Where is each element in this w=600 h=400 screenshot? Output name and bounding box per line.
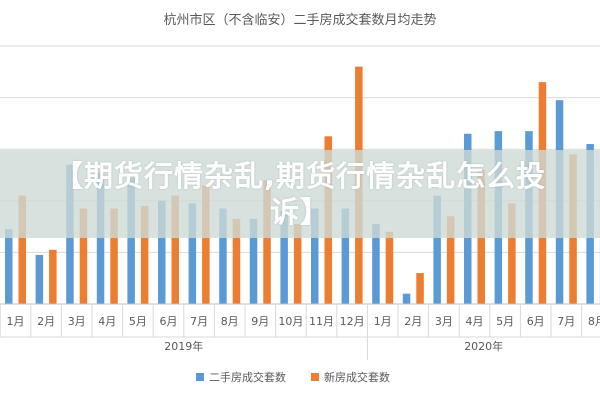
bar-second-hand-1 <box>5 229 13 304</box>
x-tick-label: 8月 <box>221 315 239 328</box>
bar-second-hand-15 <box>433 195 441 304</box>
x-tick-label: 9月 <box>251 315 269 328</box>
bar-new-house-17 <box>508 203 516 304</box>
x-tick-label: 4月 <box>466 315 484 328</box>
bar-second-hand-4 <box>96 172 105 304</box>
bar-second-hand-14 <box>402 293 411 304</box>
x-tick-label: 7月 <box>557 315 575 328</box>
x-tick-label: 2月 <box>404 315 422 328</box>
bar-new-house-3 <box>79 208 88 304</box>
bar-second-hand-13 <box>372 224 380 304</box>
bar-new-house-7 <box>202 185 210 304</box>
x-tick-label: 2月 <box>37 315 55 328</box>
bar-second-hand-2 <box>35 254 44 304</box>
x-tick-label: 3月 <box>68 315 86 328</box>
banner-text: 【期货行情杂乱,期货行情杂乱怎么投诉】 <box>53 159 547 229</box>
bar-new-house-1 <box>18 195 26 304</box>
legend-label: 新房成交套数 <box>324 370 390 384</box>
x-tick-label: 8月 <box>588 315 600 328</box>
legend-swatch <box>196 373 204 381</box>
x-tick-label: 11月 <box>309 315 334 328</box>
x-group-label: 2020年 <box>464 339 503 353</box>
x-group-label: 2019年 <box>164 339 203 353</box>
x-tick-label: 12月 <box>340 315 365 328</box>
x-tick-label: 4月 <box>98 315 116 328</box>
x-tick-label: 3月 <box>435 315 453 328</box>
overlay-banner: 【期货行情杂乱,期货行情杂乱怎么投诉】 <box>0 150 600 238</box>
x-tick-label: 10月 <box>278 315 303 328</box>
bar-new-house-15 <box>446 216 455 304</box>
bar-second-hand-11 <box>311 208 319 304</box>
bar-new-house-4 <box>110 208 118 304</box>
bar-second-hand-6 <box>158 200 166 304</box>
x-tick-label: 6月 <box>527 315 545 328</box>
bar-new-house-10 <box>293 224 302 304</box>
x-tick-label: 5月 <box>496 315 514 328</box>
bar-new-house-9 <box>263 180 271 304</box>
x-axis: 1月 2月 3月 4月 5月 6月 7月 8月 9月 10月 11月 12月 1月 2月 3月 4月 5月 6月 7… <box>0 303 600 360</box>
bar-new-house-14 <box>416 273 424 304</box>
bar-new-house-8 <box>232 218 241 304</box>
x-tick-label: 1月 <box>7 315 25 328</box>
bar-second-hand-12 <box>341 208 350 304</box>
legend-label: 二手房成交套数 <box>209 370 286 384</box>
bar-second-hand-7 <box>188 203 197 304</box>
legend-swatch <box>311 373 319 381</box>
x-tick-label: 1月 <box>374 315 392 328</box>
bar-new-house-13 <box>385 231 394 304</box>
bar-second-hand-10 <box>280 211 288 304</box>
x-tick-label: 7月 <box>190 315 208 328</box>
chart-title: 杭州市区（不含临安）二手房成交套数月均走势 <box>163 12 436 28</box>
x-tick-label: 6月 <box>160 315 178 328</box>
bar-second-hand-5 <box>127 177 135 304</box>
bar-new-house-6 <box>171 195 179 304</box>
bar-second-hand-9 <box>249 218 258 304</box>
bar-new-house-5 <box>140 205 149 304</box>
bar-second-hand-8 <box>219 208 227 304</box>
legend: 二手房成交套数 新房成交套数 <box>196 370 390 384</box>
x-tick-label: 5月 <box>129 315 147 328</box>
bar-new-house-2 <box>49 249 57 304</box>
